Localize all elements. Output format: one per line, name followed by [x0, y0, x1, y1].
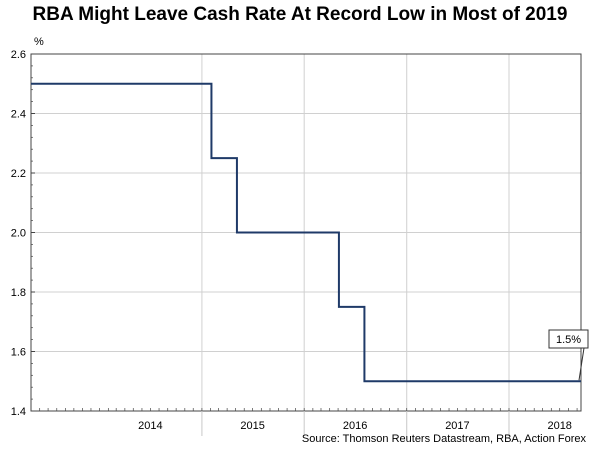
- y-tick-label: 1.8: [11, 287, 26, 299]
- y-tick-label: 2.2: [11, 168, 26, 180]
- y-tick-label: 2.0: [11, 228, 26, 240]
- x-tick-label: 2014: [138, 420, 162, 432]
- y-tick-label: 1.6: [11, 347, 26, 359]
- x-tick-label: 2016: [343, 420, 367, 432]
- x-tick-label: 2018: [547, 420, 571, 432]
- annotation-pointer: [578, 347, 585, 381]
- series-layer: [31, 82, 581, 383]
- annotation-label: 1.5%: [556, 334, 581, 346]
- cash-rate-line: [31, 82, 581, 383]
- axis-layer: 1.4 1.6 1.8 2.0 2.2 2.4 2.6 2014 2015 2016 2017 201…: [11, 49, 578, 436]
- annotation-box: [548, 329, 589, 349]
- y-axis-label: %: [34, 36, 44, 48]
- x-tick-label: 2015: [240, 420, 264, 432]
- annotation-layer: 1.5%: [548, 329, 589, 381]
- y-tick-label: 1.4: [11, 406, 26, 418]
- chart-source: Source: Thomson Reuters Datastream, RBA,…: [301, 433, 586, 445]
- y-tick-label: 2.6: [11, 49, 26, 61]
- chart-title: RBA Might Leave Cash Rate At Record Low …: [32, 4, 568, 25]
- x-tick-label: 2017: [445, 420, 469, 432]
- y-tick-label: 2.4: [11, 109, 26, 121]
